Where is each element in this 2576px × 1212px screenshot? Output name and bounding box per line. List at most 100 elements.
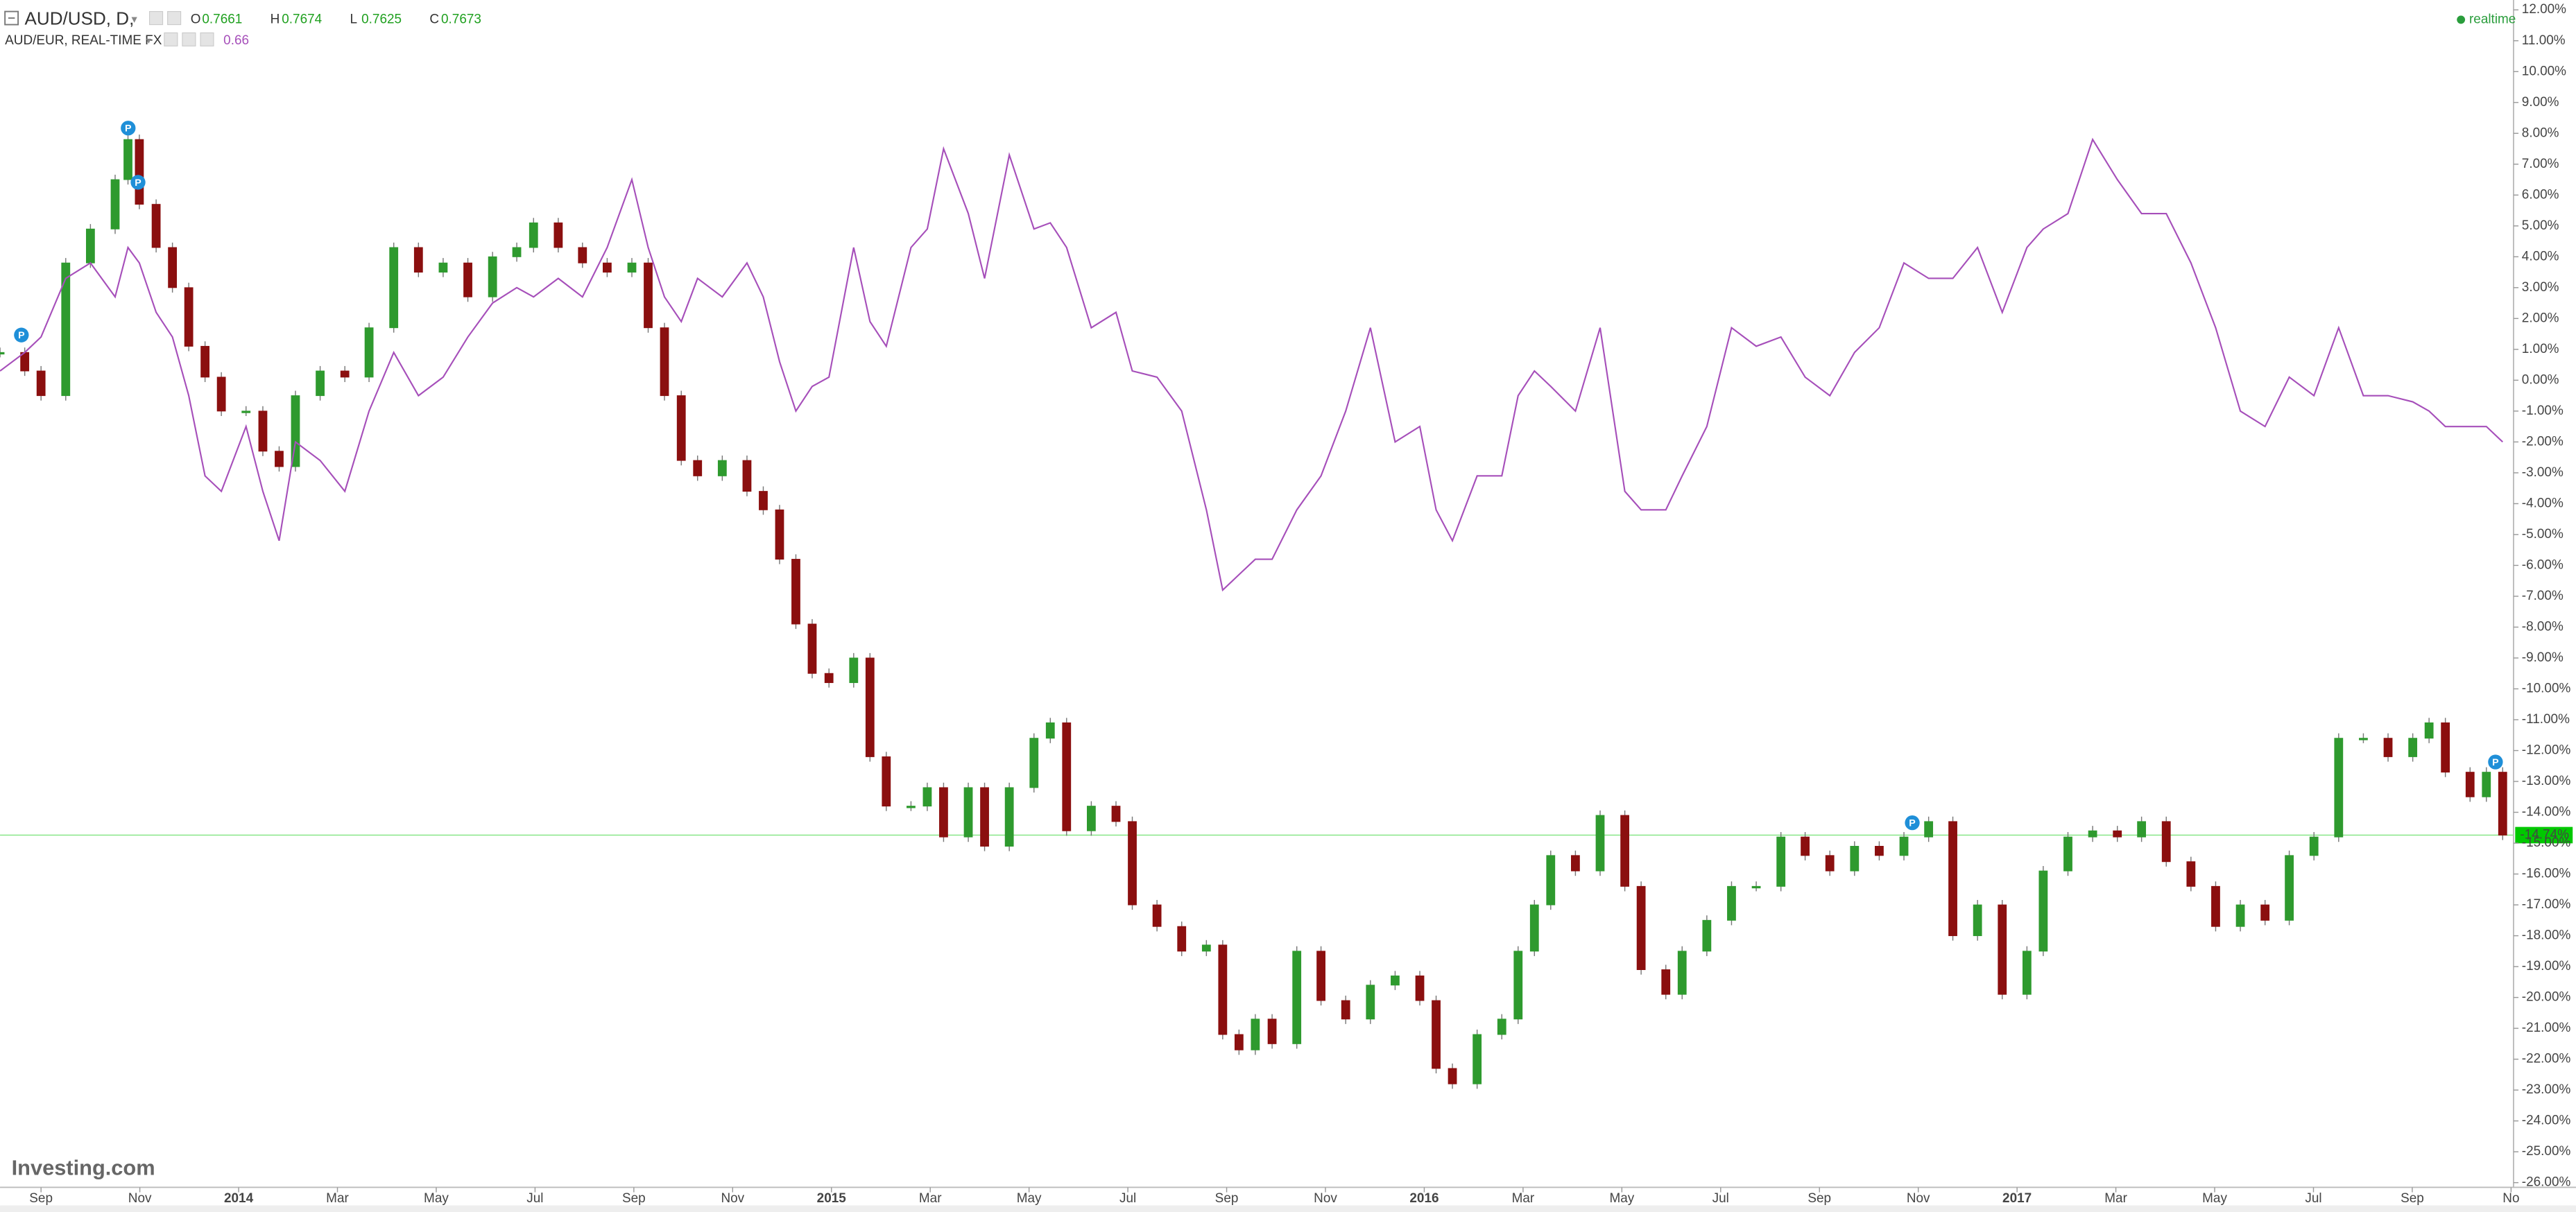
candle [110, 179, 120, 230]
candle [1316, 951, 1325, 1001]
candle [939, 787, 948, 838]
candle [2359, 738, 2368, 741]
y-tick-label: -19.00% [2522, 959, 2571, 973]
y-tick-label: -22.00% [2522, 1052, 2571, 1066]
x-tick-label: 2017 [2002, 1191, 2032, 1206]
candle [1677, 951, 1687, 995]
bottom-strip [0, 1205, 2576, 1212]
event-marker[interactable]: P [2488, 754, 2503, 770]
x-tick-label: Sep [29, 1191, 53, 1206]
x-tick-label: Jul [1119, 1191, 1136, 1206]
candle [1998, 904, 2007, 995]
candle [1251, 1019, 1260, 1050]
y-tick-label: 7.00% [2522, 157, 2559, 171]
dropdown-caret[interactable]: ▾ [146, 35, 151, 46]
hide-icon[interactable] [167, 10, 182, 26]
candle [1948, 821, 1957, 937]
y-tick-label: -18.00% [2522, 928, 2571, 943]
quote-value: 0.7673 [441, 12, 481, 26]
event-markers: P P P P P [14, 121, 2503, 831]
event-marker-label: P [135, 178, 141, 189]
event-marker-icon [2488, 754, 2503, 770]
candle [824, 673, 834, 684]
candle [1661, 969, 1671, 995]
quote-key: H [271, 12, 280, 26]
event-marker[interactable]: P [14, 327, 29, 343]
y-tick-label: -17.00% [2522, 897, 2571, 912]
candle [0, 352, 5, 355]
event-marker-icon [130, 175, 146, 190]
y-tick-label: 10.00% [2522, 64, 2566, 78]
remove-icon[interactable] [200, 32, 214, 46]
candle [2137, 821, 2147, 838]
candle [1201, 944, 1211, 952]
candle [922, 787, 932, 807]
event-marker[interactable]: P [130, 175, 146, 190]
event-marker-icon [14, 327, 29, 343]
x-tick-label: 2015 [817, 1191, 846, 1206]
y-tick-label: -20.00% [2522, 990, 2571, 1005]
event-marker-icon [1905, 815, 1920, 831]
candle [759, 491, 768, 510]
settings-icon[interactable] [148, 10, 164, 26]
main-symbol[interactable]: AUD/USD, D, [25, 8, 135, 28]
current-value-label: -14.74% [2520, 827, 2569, 842]
y-tick-label: -23.00% [2522, 1082, 2571, 1097]
candle [1177, 926, 1187, 952]
y-tick-label: 4.00% [2522, 249, 2559, 263]
quote-value: 0.7674 [282, 12, 322, 26]
candle [907, 806, 916, 808]
event-marker[interactable]: P [121, 121, 136, 136]
x-tick-label: May [1609, 1191, 1634, 1206]
y-tick-label: -24.00% [2522, 1114, 2571, 1128]
compare-symbol[interactable]: AUD/EUR, REAL-TIME FX [5, 33, 162, 48]
y-tick-label: -10.00% [2522, 681, 2571, 695]
candle [1415, 975, 1425, 1001]
candle [2161, 821, 2171, 863]
candle [258, 410, 268, 452]
y-tick-label: 6.00% [2522, 187, 2559, 202]
x-tick-label: Sep [1808, 1191, 1831, 1206]
candle [1128, 821, 1137, 906]
candle [2088, 830, 2097, 838]
candle [882, 756, 891, 807]
candle [275, 451, 284, 467]
y-tick-label: -2.00% [2522, 434, 2564, 449]
candle [168, 247, 178, 288]
x-tick-label: Mar [2104, 1191, 2127, 1206]
candle [1636, 885, 1646, 971]
compare-value: 0.66 [223, 33, 249, 48]
y-tick-label: -11.00% [2522, 712, 2570, 727]
candle [61, 262, 71, 397]
y-tick-label: -12.00% [2522, 743, 2571, 758]
quote-key: O [191, 12, 201, 26]
x-tick-label: Nov [128, 1191, 152, 1206]
y-tick-label: -25.00% [2522, 1144, 2571, 1159]
y-tick-label: 12.00% [2522, 2, 2566, 17]
candle [1850, 846, 1860, 872]
candle [578, 247, 587, 263]
hide-icon[interactable] [182, 32, 196, 46]
candle [693, 460, 703, 476]
quote: O 0.7661 H 0.7674 L 0.7625 C 0.7673 [191, 12, 481, 26]
event-marker-label: P [125, 123, 131, 135]
candle [963, 787, 973, 838]
candle [1899, 836, 1909, 856]
y-tick-label: 9.00% [2522, 95, 2559, 110]
candle [980, 787, 989, 847]
x-tick-label: May [2202, 1191, 2227, 1206]
candle [2441, 722, 2450, 773]
candle [553, 222, 563, 248]
line-series [0, 137, 2504, 592]
candle [1029, 738, 1039, 788]
y-tick-label: 5.00% [2522, 218, 2559, 233]
event-marker-icon [121, 121, 136, 136]
settings-icon[interactable] [164, 32, 178, 46]
event-marker[interactable]: P [1905, 815, 1920, 831]
dropdown-caret[interactable]: ▾ [132, 12, 138, 26]
y-tick-label: 1.00% [2522, 342, 2559, 356]
candle [135, 139, 144, 205]
collapse-icon[interactable] [4, 10, 19, 26]
